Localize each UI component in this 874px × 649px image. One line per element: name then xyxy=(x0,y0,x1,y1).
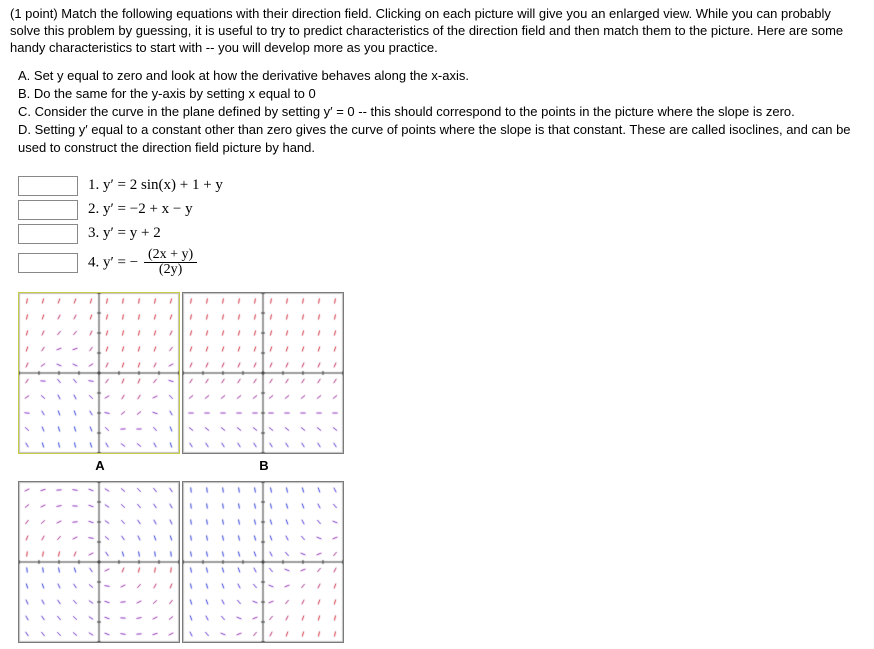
match-row-3: 3. y′ = y + 2 xyxy=(18,224,864,244)
match-list: 1. y′ = 2 sin(x) + 1 + y 2. y′ = −2 + x … xyxy=(18,176,864,278)
match-row-2: 2. y′ = −2 + x − y xyxy=(18,200,864,220)
hint-d: D. Setting y′ equal to a constant other … xyxy=(18,121,864,157)
problem-intro: (1 point) Match the following equations … xyxy=(10,6,864,57)
direction-field-grid: A B xyxy=(18,292,864,643)
field-label-a: A xyxy=(18,454,182,481)
equation-4: 4. y′ = − (2x + y) (2y) xyxy=(88,248,197,278)
match-row-1: 1. y′ = 2 sin(x) + 1 + y xyxy=(18,176,864,196)
hint-c: C. Consider the curve in the plane defin… xyxy=(18,103,864,121)
answer-input-2[interactable] xyxy=(18,200,78,220)
equation-4-den: (2y) xyxy=(144,263,197,278)
hint-list: A. Set y equal to zero and look at how t… xyxy=(18,67,864,158)
direction-field-b[interactable]: B xyxy=(182,292,346,481)
answer-input-4[interactable] xyxy=(18,253,78,273)
equation-1: 1. y′ = 2 sin(x) + 1 + y xyxy=(88,177,223,194)
equation-3: 3. y′ = y + 2 xyxy=(88,225,161,242)
answer-input-3[interactable] xyxy=(18,224,78,244)
equation-2: 2. y′ = −2 + x − y xyxy=(88,201,193,218)
fraction-icon: (2x + y) (2y) xyxy=(144,248,197,278)
direction-field-c[interactable] xyxy=(18,481,182,643)
field-label-b: B xyxy=(182,454,346,481)
match-row-4: 4. y′ = − (2x + y) (2y) xyxy=(18,248,864,278)
answer-input-1[interactable] xyxy=(18,176,78,196)
hint-b: B. Do the same for the y-axis by setting… xyxy=(18,85,864,103)
direction-field-d[interactable] xyxy=(182,481,346,643)
equation-4-num: (2x + y) xyxy=(144,248,197,264)
hint-a: A. Set y equal to zero and look at how t… xyxy=(18,67,864,85)
equation-4-prefix: 4. y′ = − xyxy=(88,254,138,270)
direction-field-a[interactable]: A xyxy=(18,292,182,481)
